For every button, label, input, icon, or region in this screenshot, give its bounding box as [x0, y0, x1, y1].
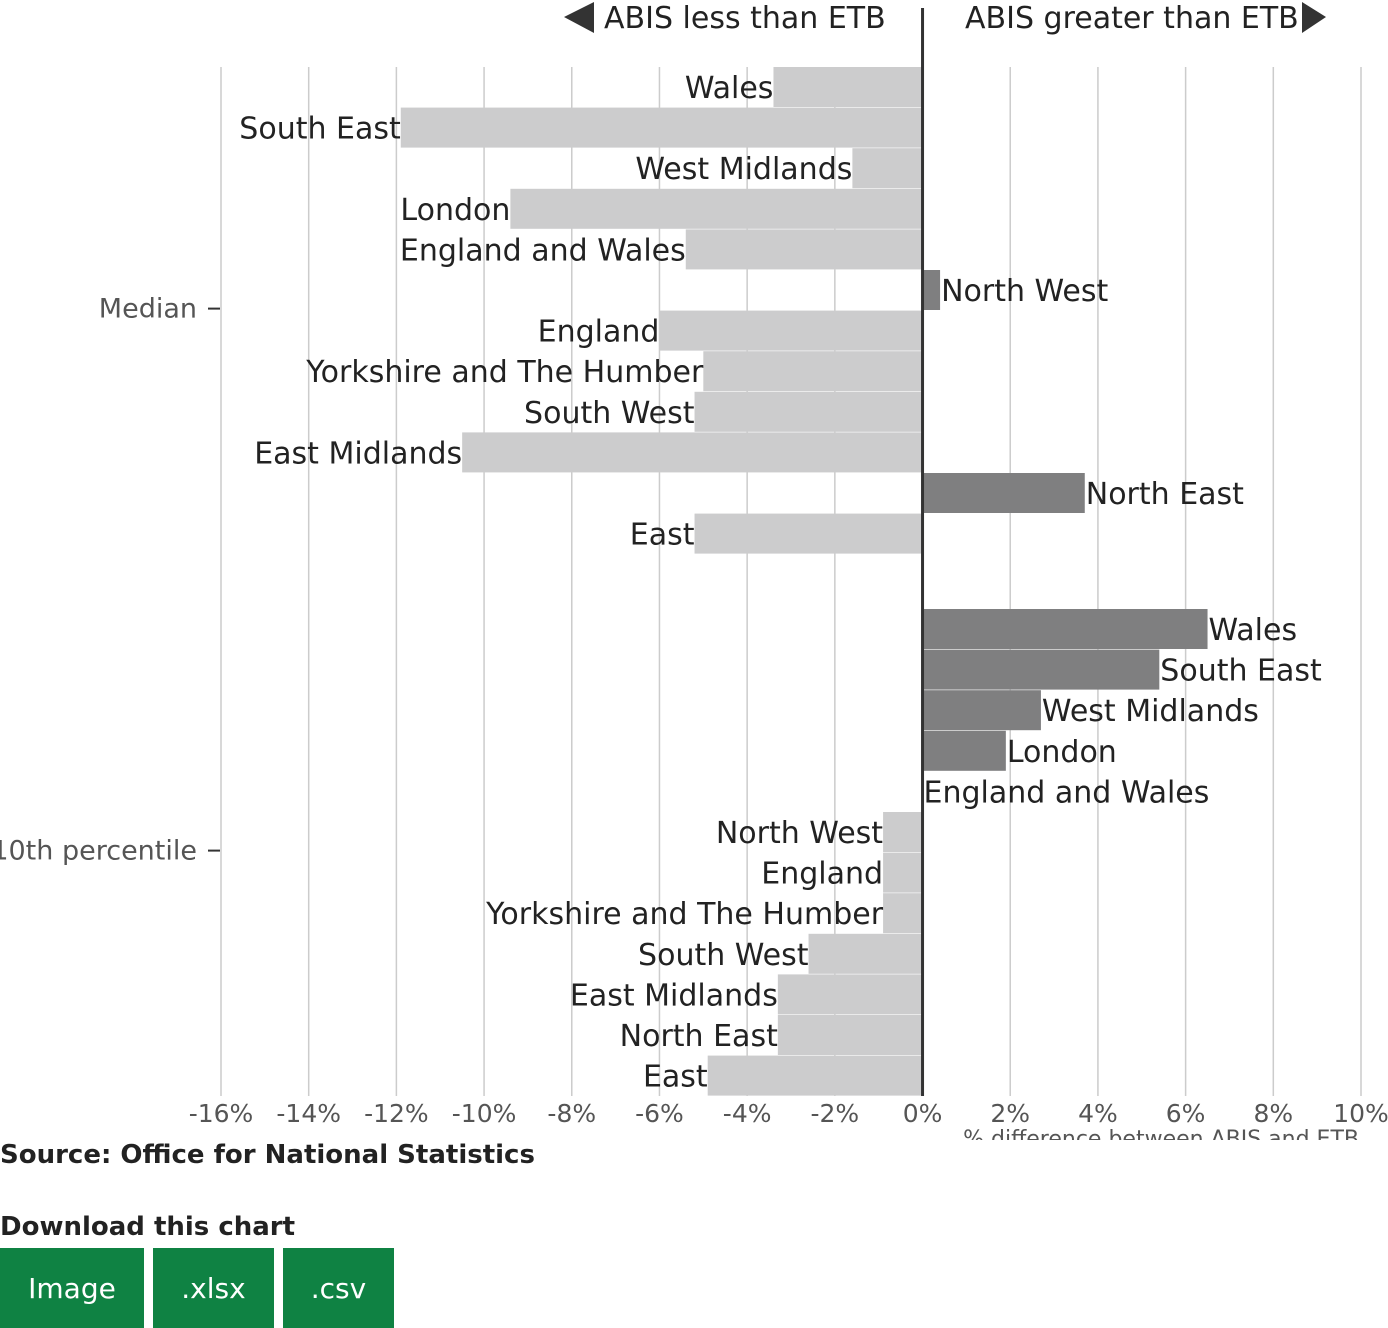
bar-median-england	[659, 310, 923, 351]
bar-10th-percentile-north-east	[777, 1015, 923, 1055]
group-axis: Median 10th percentile	[0, 294, 220, 867]
bar-labels: Wales South East West Midlands London Englan…	[239, 71, 1322, 1095]
bar-median-south-west	[694, 391, 923, 432]
bar-10th-percentile-north-west	[883, 812, 923, 852]
x-tick-label: -10%	[452, 1099, 517, 1128]
x-tick-label: 2%	[990, 1099, 1030, 1128]
direction-label-right: ABIS greater than ETB	[965, 1, 1299, 36]
bar-10th-percentile-yorkshire-and-the-humber	[883, 893, 923, 934]
bar-label-wales: Wales	[1209, 613, 1298, 648]
direction-labels: ABIS less than ETB ABIS greater than ETB	[564, 1, 1326, 36]
bar-label-yorkshire-and-the-humber: Yorkshire and The Humber	[305, 355, 704, 390]
bar-label-west-midlands: West Midlands	[635, 152, 852, 187]
x-tick-label: -6%	[635, 1099, 684, 1128]
direction-label-left: ABIS less than ETB	[604, 1, 886, 36]
bar-label-east-midlands: East Midlands	[570, 978, 778, 1013]
bar-10th-percentile-west-midlands	[922, 690, 1041, 731]
x-tick-label: -12%	[364, 1099, 429, 1128]
bar-10th-percentile-east-midlands	[777, 974, 923, 1015]
bar-label-england: England	[761, 857, 883, 892]
bar-label-wales: Wales	[685, 71, 774, 106]
bars	[400, 8, 1208, 1096]
bar-label-east: East	[630, 518, 695, 553]
bar-10th-percentile-england	[883, 852, 923, 893]
bar-median-north-west	[922, 270, 941, 310]
x-tick-label: 4%	[1078, 1099, 1118, 1128]
bar-median-west-midlands	[852, 148, 923, 189]
x-tick-label: 6%	[1166, 1099, 1206, 1128]
x-tick-label: -8%	[547, 1099, 596, 1128]
bar-label-south-east: South East	[239, 112, 401, 147]
bar-median-north-east	[922, 473, 1085, 513]
bar-label-north-west: North West	[716, 816, 883, 851]
bar-label-yorkshire-and-the-humber: Yorkshire and The Humber	[485, 897, 884, 932]
x-tick-label: -4%	[723, 1099, 772, 1128]
x-tick-label: 10%	[1333, 1099, 1388, 1128]
download-csv-button[interactable]: .csv	[283, 1248, 394, 1328]
bar-median-wales	[773, 67, 923, 107]
bar-label-west-midlands: West Midlands	[1042, 694, 1259, 729]
bar-label-england: England	[538, 315, 660, 350]
bar-median-england-and-wales	[685, 229, 923, 270]
bar-10th-percentile-london	[922, 730, 1006, 771]
x-axis-title: % difference between ABIS and ETB	[963, 1127, 1359, 1140]
x-tick-label: -16%	[189, 1099, 254, 1128]
bar-median-east-midlands	[462, 432, 923, 473]
bar-10th-percentile-wales	[922, 609, 1208, 649]
x-axis: -16% -14% -12% -10% -8% -6% -4% -2% 0% 2% 4% 6% 8% 10…	[189, 1099, 1388, 1140]
bar-label-south-west: South West	[638, 938, 809, 973]
bar-median-yorkshire-and-the-humber	[703, 351, 923, 392]
group-label-10th-percentile: 10th percentile	[0, 836, 197, 867]
bar-10th-percentile-south-west	[808, 933, 923, 974]
grid-lines	[220, 67, 1362, 1096]
bar-label-london: London	[1007, 735, 1117, 770]
bar-label-south-east: South East	[1160, 654, 1322, 689]
bar-label-east: East	[643, 1060, 708, 1095]
bar-median-south-east	[400, 107, 923, 148]
bar-label-england-and-wales: England and Wales	[924, 775, 1210, 810]
source-note: Source: Office for National Statistics	[0, 1140, 535, 1170]
right-arrow-icon	[1302, 2, 1326, 33]
bar-median-london	[510, 188, 923, 229]
bar-label-south-west: South West	[524, 396, 695, 431]
download-image-button[interactable]: Image	[0, 1248, 144, 1328]
bar-label-london: London	[400, 193, 510, 228]
bar-10th-percentile-south-east	[922, 649, 1160, 690]
x-tick-label: 0%	[903, 1099, 943, 1128]
bar-label-east-midlands: East Midlands	[254, 436, 462, 471]
bar-label-north-east: North East	[620, 1019, 778, 1054]
bar-label-north-west: North West	[941, 274, 1108, 309]
bar-label-north-east: North East	[1086, 477, 1244, 512]
left-arrow-icon	[564, 2, 594, 33]
bar-10th-percentile-east	[707, 1055, 923, 1096]
x-tick-label: -14%	[276, 1099, 341, 1128]
bar-chart: Wales South East West Midlands London Englan…	[0, 1, 1388, 1140]
group-label-median: Median	[99, 294, 197, 325]
x-tick-label: 8%	[1253, 1099, 1293, 1128]
download-xlsx-button[interactable]: .xlsx	[153, 1248, 274, 1328]
bar-median-east	[694, 513, 923, 554]
x-tick-label: -2%	[811, 1099, 860, 1128]
bar-label-england-and-wales: England and Wales	[400, 233, 686, 268]
download-title: Download this chart	[0, 1212, 296, 1242]
